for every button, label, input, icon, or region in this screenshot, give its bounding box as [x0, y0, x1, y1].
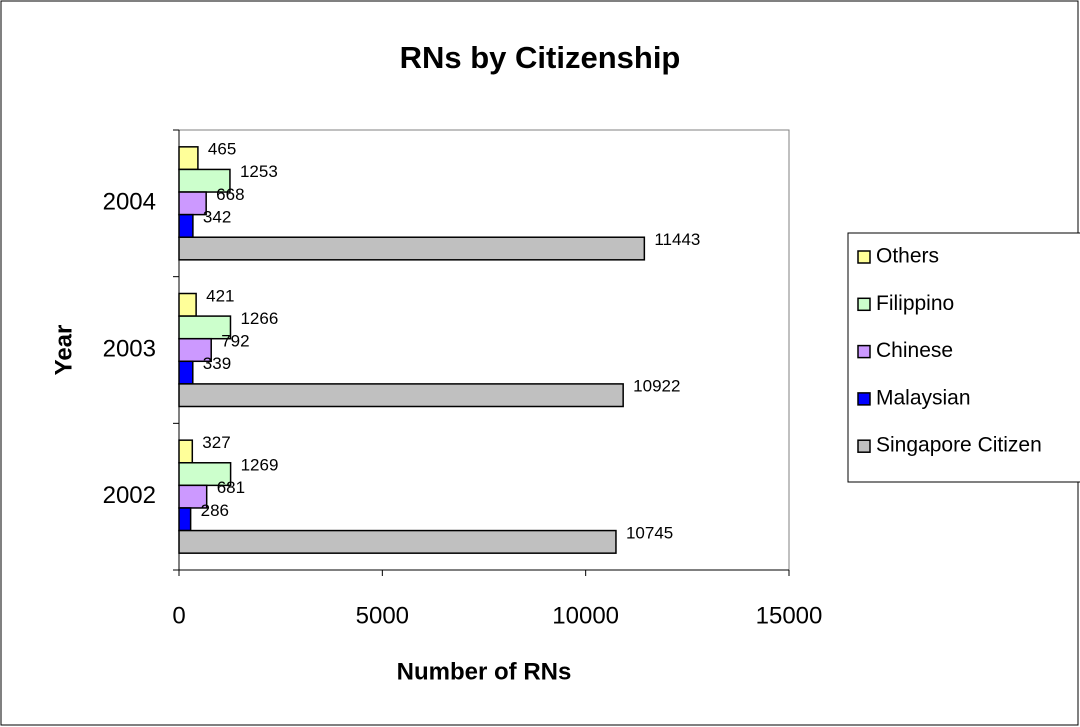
bar — [178, 146, 199, 171]
legend-swatch — [857, 250, 871, 264]
bar — [178, 337, 212, 363]
y-tick-label: 2003 — [103, 335, 156, 362]
y-axis-title: Year — [50, 325, 77, 376]
legend-swatch — [857, 392, 871, 406]
value-label: 11443 — [654, 230, 700, 249]
value-label: 681 — [217, 478, 245, 497]
x-tick-label: 10000 — [552, 602, 619, 629]
legend-label: Malaysian — [876, 386, 971, 409]
value-label: 792 — [221, 331, 249, 350]
chart-title: RNs by Citizenship — [400, 40, 681, 75]
y-tick-label: 2002 — [103, 482, 156, 509]
x-tick-label: 5000 — [356, 602, 409, 629]
bar — [178, 360, 194, 385]
value-label: 342 — [203, 207, 231, 226]
value-label: 1269 — [241, 456, 279, 475]
value-label: 421 — [206, 286, 234, 305]
value-label: 668 — [216, 185, 244, 204]
legend-swatch — [857, 344, 871, 359]
legend-label: Chinese — [876, 339, 953, 362]
legend-label: Singapore Citizen — [876, 434, 1042, 457]
bar — [178, 213, 194, 238]
bar — [178, 439, 194, 464]
y-tick-label: 2004 — [103, 189, 156, 216]
value-label: 10922 — [633, 377, 680, 396]
value-label: 286 — [201, 501, 229, 520]
value-label: 1253 — [240, 162, 278, 181]
bar — [178, 292, 197, 317]
value-label: 465 — [208, 140, 236, 159]
value-label: 339 — [203, 354, 231, 373]
plot-area — [178, 129, 790, 571]
x-tick-label: 15000 — [756, 602, 823, 629]
legend-label: Others — [876, 245, 939, 268]
bar — [178, 507, 192, 532]
legend-swatch — [857, 297, 871, 312]
bar — [178, 383, 624, 408]
value-label: 10745 — [626, 523, 673, 542]
bar — [178, 236, 646, 261]
value-label: 1266 — [240, 309, 278, 328]
legend — [847, 232, 1080, 483]
bar — [178, 529, 617, 554]
legend-label: Filippino — [876, 292, 954, 315]
x-axis-title: Number of RNs — [397, 658, 572, 685]
legend-swatch — [857, 439, 871, 453]
x-tick-label: 0 — [172, 602, 185, 629]
bar — [178, 484, 208, 509]
value-label: 327 — [202, 433, 230, 452]
